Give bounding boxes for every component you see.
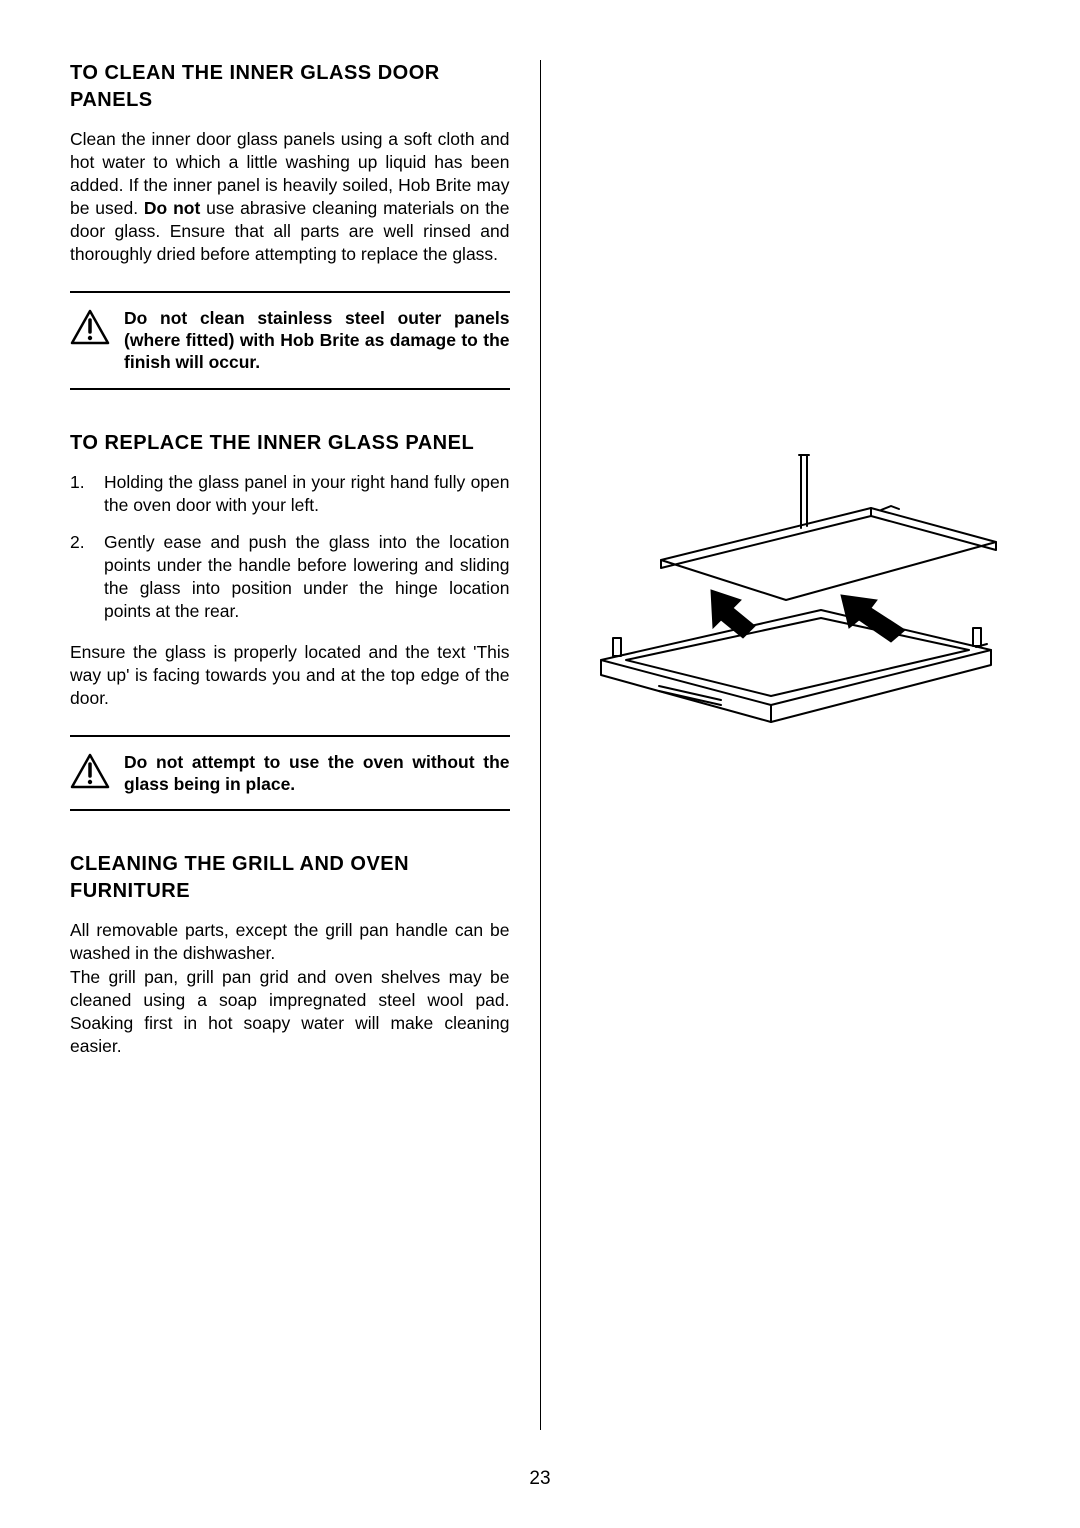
body-cleaning-grill: All removable parts, except the grill pa… [70, 919, 510, 1058]
page-number: 23 [0, 1468, 1080, 1490]
step-1: Holding the glass panel in your right ha… [70, 471, 510, 517]
replace-steps: Holding the glass panel in your right ha… [70, 471, 510, 624]
body-clean-inner-glass: Clean the inner door glass panels using … [70, 128, 510, 267]
left-column: TO CLEAN THE INNER GLASS DOOR PANELS Cle… [70, 60, 540, 1430]
warning-icon [70, 309, 110, 345]
warning-icon [70, 753, 110, 789]
right-column [541, 60, 1011, 1430]
two-column-layout: TO CLEAN THE INNER GLASS DOOR PANELS Cle… [70, 60, 1010, 1430]
replace-after-text: Ensure the glass is properly located and… [70, 641, 510, 710]
page: TO CLEAN THE INNER GLASS DOOR PANELS Cle… [0, 0, 1080, 1528]
warning-glass-in-place: Do not attempt to use the oven without t… [70, 735, 510, 812]
heading-replace-inner-glass: TO REPLACE THE INNER GLASS PANEL [70, 430, 510, 457]
oven-door-glass-diagram [571, 450, 1011, 740]
warning-text-1: Do not clean stainless steel outer panel… [124, 307, 510, 374]
heading-clean-inner-glass: TO CLEAN THE INNER GLASS DOOR PANELS [70, 60, 510, 114]
body-bold: Do not [144, 198, 200, 218]
warning-text-2: Do not attempt to use the oven without t… [124, 751, 510, 796]
heading-cleaning-grill: CLEANING THE GRILL AND OVEN FURNITURE [70, 851, 510, 905]
step-2: Gently ease and push the glass into the … [70, 531, 510, 623]
warning-stainless-steel: Do not clean stainless steel outer panel… [70, 291, 510, 390]
